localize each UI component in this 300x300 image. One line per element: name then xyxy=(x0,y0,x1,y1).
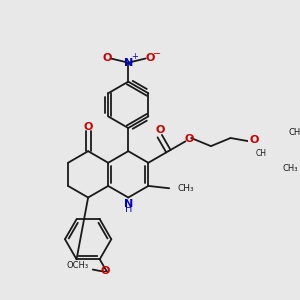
Text: CH₃: CH₃ xyxy=(178,184,194,193)
Text: O: O xyxy=(100,266,110,276)
Text: O: O xyxy=(102,53,111,64)
Text: H: H xyxy=(124,204,132,214)
Text: CH: CH xyxy=(255,148,266,158)
Text: O: O xyxy=(83,122,93,131)
Text: CH₃: CH₃ xyxy=(288,128,300,136)
Text: OCH₃: OCH₃ xyxy=(67,261,88,270)
Text: O: O xyxy=(145,53,154,64)
Text: O: O xyxy=(184,134,194,144)
Text: +: + xyxy=(131,52,138,62)
Text: CH₃: CH₃ xyxy=(282,164,298,173)
Text: O: O xyxy=(155,125,164,135)
Text: N: N xyxy=(124,199,133,209)
Text: O: O xyxy=(250,135,259,145)
Text: −: − xyxy=(153,50,161,59)
Text: N: N xyxy=(124,58,133,68)
